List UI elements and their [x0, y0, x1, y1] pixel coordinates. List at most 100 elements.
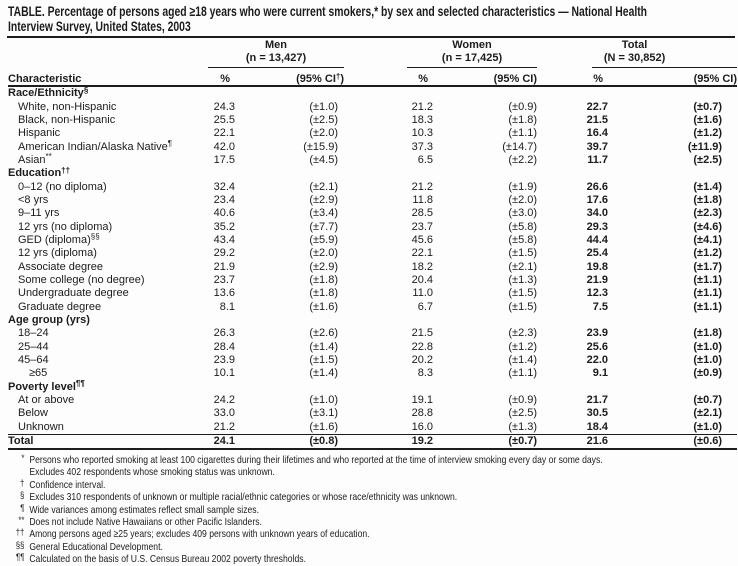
women-ci-cell: (±1.5) — [508, 300, 538, 313]
men-ci-cell: (±2.9) — [309, 260, 339, 273]
men-ci-cell: (±1.4) — [309, 340, 339, 353]
men-ci-cell: (±2.6) — [309, 327, 339, 340]
footnote-symbol: ** — [18, 515, 25, 527]
total-pct-cell: 21.5 — [586, 113, 609, 126]
footnote-symbol: § — [20, 490, 25, 502]
men-pct-cell: 23.7 — [213, 273, 235, 286]
men-pct-cell — [200, 167, 238, 180]
women-ci-cell: (±5.8) — [508, 233, 538, 246]
women-pct-header: % — [344, 68, 437, 87]
total-ci-cell — [611, 167, 737, 180]
data-row: 12 yrs (no diploma) 35.2 (±7.7) 23.7 (±5.8) 2… — [8, 220, 737, 233]
men-pct-cell — [200, 381, 238, 394]
total-pct-cell — [537, 167, 611, 180]
women-pct-cell: 21.2 — [411, 100, 434, 113]
group-header-row: Men (n = 13,427) Women (n = 17,425) — [8, 39, 738, 68]
characteristic-cell: White, non-Hispanic — [18, 100, 117, 113]
characteristic-cell: 18–24 — [18, 327, 49, 340]
total-pct-cell: 22.0 — [586, 354, 609, 367]
women-pct-cell: 22.8 — [411, 340, 434, 353]
footnote-symbol: ¶ — [20, 502, 25, 514]
data-row: Below 33.0 (±3.1) 28.8 (±2.5) 30.5 (±2.1) — [8, 407, 737, 420]
footnote-marker: ** — [45, 152, 52, 162]
women-pct-cell — [344, 314, 436, 327]
characteristic-cell: Black, non-Hispanic — [18, 113, 116, 126]
women-ci-cell: (±0.9) — [508, 100, 538, 113]
total-ci-cell: (±1.6) — [693, 113, 723, 126]
women-pct-cell: 8.3 — [417, 367, 434, 380]
men-pct-cell: 22.1 — [213, 127, 235, 140]
total-pct-cell: 34.0 — [586, 207, 609, 220]
footnote-text: General Educational Development. — [29, 540, 163, 553]
men-pct-cell: 26.3 — [213, 327, 235, 340]
men-pct-cell: 42.0 — [213, 140, 235, 153]
men-pct-cell: 8.1 — [219, 300, 235, 313]
total-pct-cell: 44.4 — [586, 233, 609, 246]
data-row: ≥65 10.1 (±1.4) 8.3 (±1.1) 9.1 (±0.9) — [8, 367, 737, 380]
men-ci-cell: (±1.8) — [309, 287, 339, 300]
men-ci-cell: (±5.9) — [309, 233, 339, 246]
total-pct-cell: 30.5 — [586, 407, 609, 420]
women-group-cell: Women (n = 17,425) — [344, 39, 538, 68]
men-pct-cell: 13.6 — [213, 287, 235, 300]
total-ci-cell: (±0.7) — [693, 100, 723, 113]
women-ci-cell: (±1.8) — [508, 113, 538, 126]
women-pct-cell: 28.5 — [411, 207, 434, 220]
total-pct-cell: 12.3 — [586, 287, 609, 300]
total-ci-cell: (±11.9) — [687, 140, 723, 153]
women-pct-cell: 19.2 — [344, 433, 437, 451]
characteristic-cell: Graduate degree — [18, 300, 102, 313]
women-ci-header: (95% CI) — [436, 68, 538, 87]
men-ci-cell: (±4.5) — [309, 153, 339, 166]
characteristic-cell: Poverty level¶¶ — [8, 379, 85, 393]
total-group-n: (N = 30,852) — [603, 52, 666, 64]
women-ci-cell: (±2.1) — [508, 260, 538, 273]
footnote-symbol: §§ — [15, 539, 25, 551]
footnote: ** Does not include Native Hawaiians or o… — [8, 515, 738, 528]
total-pct-cell: 9.1 — [592, 367, 609, 380]
men-pct-cell: 43.4 — [213, 233, 235, 246]
footnote: §§ General Educational Development. — [8, 539, 738, 553]
section-row: Age group (yrs) — [8, 314, 737, 327]
women-pct-cell: 21.2 — [411, 180, 434, 193]
total-ci-cell: (±2.1) — [693, 407, 723, 420]
total-ci-cell: (±0.7) — [693, 394, 723, 407]
women-ci-cell: (±1.3) — [508, 420, 538, 433]
men-pct-cell: 33.0 — [213, 407, 235, 420]
characteristic-cell: 25–44 — [18, 340, 49, 353]
characteristic-cell: GED (diploma)§§ — [18, 232, 100, 246]
table-body: Race/Ethnicity§ White, non-Hispanic 24.3 (±… — [8, 86, 738, 451]
men-ci-cell: (±3.1) — [309, 407, 339, 420]
data-row: 0–12 (no diploma) 32.4 (±2.1) 21.2 (±1.9) 26.… — [8, 180, 737, 193]
women-ci-cell: (±1.3) — [508, 273, 538, 286]
men-group-header: Men (n = 13,427) — [208, 39, 345, 68]
footnote-marker: §§ — [90, 232, 100, 242]
women-ci-cell: (±2.0) — [508, 193, 538, 206]
women-ci-cell: (±0.7) — [436, 433, 538, 451]
characteristic-cell: Undergraduate degree — [18, 287, 129, 300]
women-ci-cell — [436, 314, 537, 327]
characteristic-cell: Associate degree — [18, 260, 103, 273]
men-pct-cell: 24.1 — [200, 433, 238, 451]
total-ci-cell: (±0.9) — [693, 367, 723, 380]
men-group-cell: Men (n = 13,427) — [200, 39, 345, 68]
women-ci-cell: (±1.4) — [508, 354, 538, 367]
women-pct-cell — [344, 167, 436, 180]
men-ci-cell — [238, 314, 344, 327]
men-pct-cell: 32.4 — [213, 180, 235, 193]
total-ci-cell: (±1.1) — [693, 287, 723, 300]
men-ci-cell: (±1.0) — [309, 100, 339, 113]
women-ci-cell: (±3.0) — [508, 207, 538, 220]
total-pct-cell: 19.8 — [586, 260, 609, 273]
total-pct-cell: 25.6 — [586, 340, 609, 353]
women-pct-cell — [344, 86, 436, 100]
men-ci-cell: (±1.5) — [309, 354, 339, 367]
men-pct-cell: 17.5 — [213, 153, 235, 166]
men-pct-cell: 21.9 — [213, 260, 235, 273]
data-row: Graduate degree 8.1 (±1.6) 6.7 (±1.5) 7.5 (±1.… — [8, 301, 737, 314]
women-ci-cell: (±14.7) — [502, 140, 538, 153]
men-pct-cell: 40.6 — [213, 207, 235, 220]
total-ci-cell: (±1.2) — [693, 127, 723, 140]
men-ci-cell: (±1.6) — [309, 300, 339, 313]
women-group-header: Women (n = 17,425) — [407, 39, 538, 68]
